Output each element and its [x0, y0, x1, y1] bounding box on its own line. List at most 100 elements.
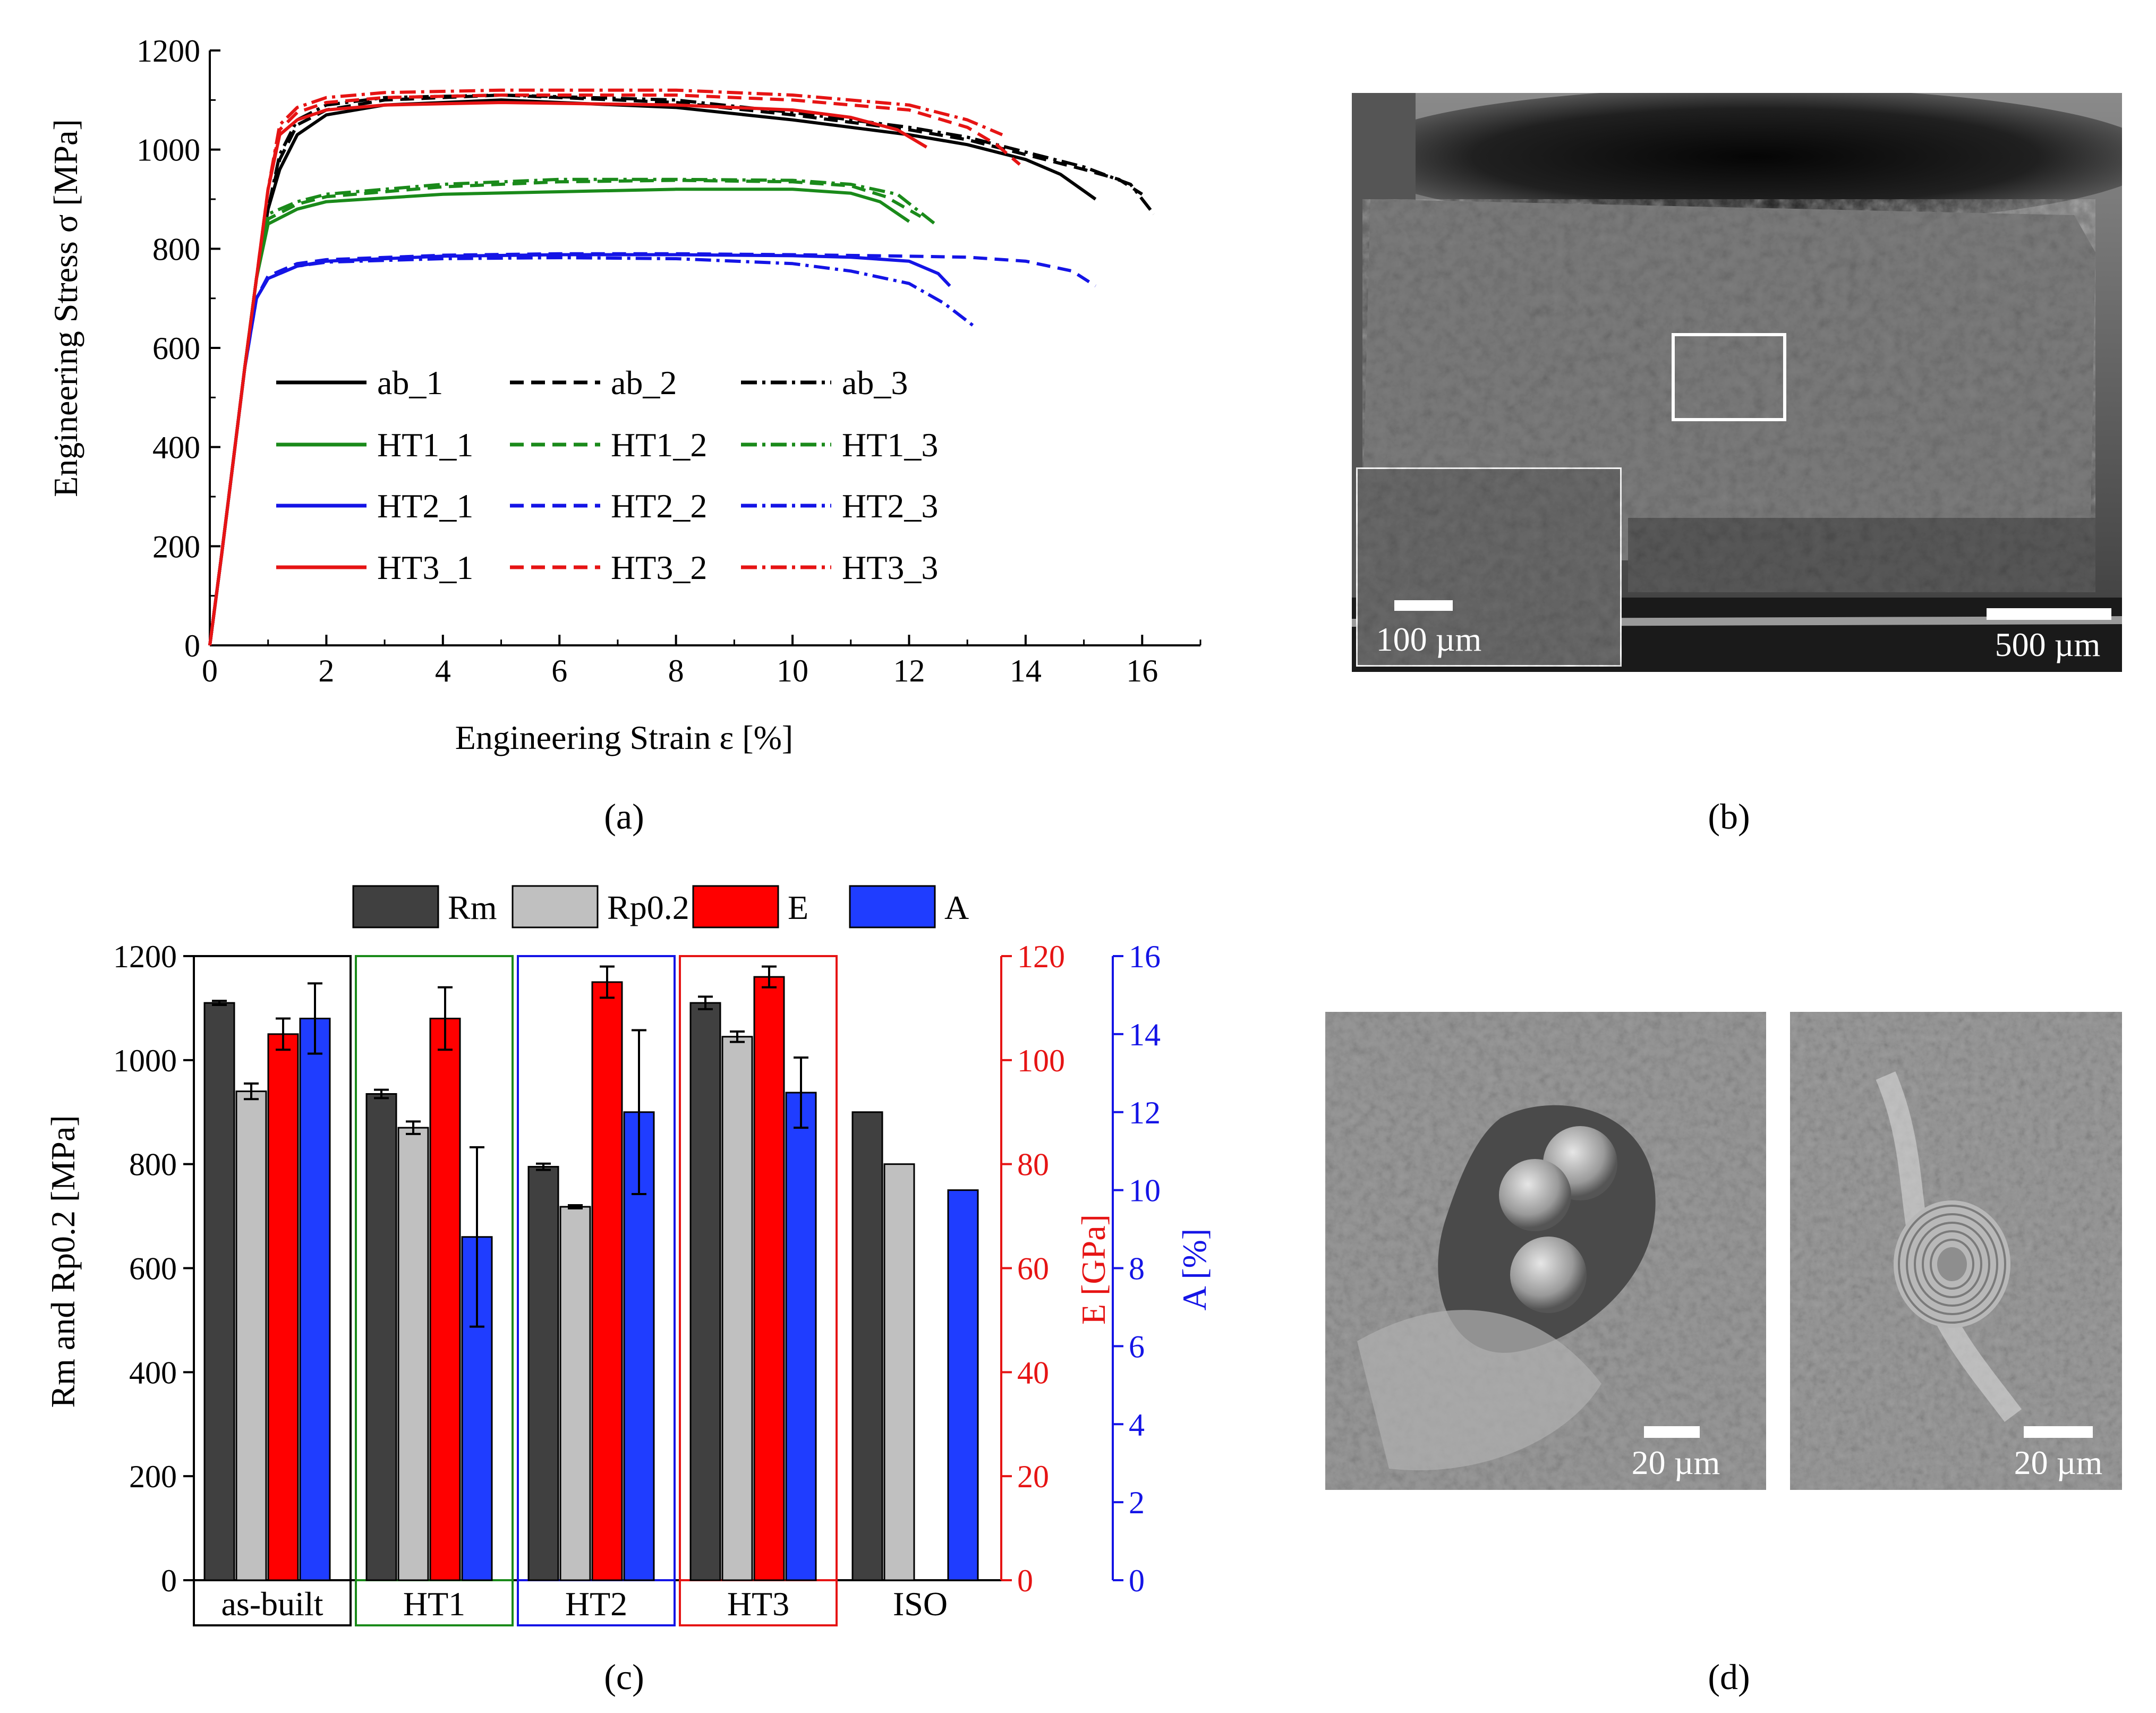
- panel-label-c: (c): [604, 1657, 644, 1697]
- chart-a-ytick-label: 1200: [137, 33, 200, 69]
- legend-a-label-ab-3: ab_3: [842, 364, 908, 402]
- legend-a-label-ht1-1: HT1_1: [377, 426, 473, 464]
- legend-a-label-ab-1: ab_1: [377, 364, 443, 402]
- chart-a-line-ht1-3: [208, 177, 940, 646]
- chart-a-xtick-label: 0: [202, 653, 218, 688]
- chart-c-ytick-label-E: 20: [1017, 1459, 1049, 1494]
- chart-a-line-ht1-2: [208, 178, 922, 646]
- chart-c-ytick-label-A: 10: [1129, 1173, 1161, 1208]
- chart-c-bar-rp02-ht2: [559, 1206, 591, 1581]
- legend-a-label-ht1-3: HT1_3: [842, 426, 938, 464]
- chart-c-bar-rm-iso: [851, 1111, 883, 1581]
- chart-c-category-label: HT3: [727, 1585, 789, 1623]
- legend-c-swatch-a: [849, 885, 936, 928]
- chart-a-line-ht2-2: [208, 252, 1097, 646]
- panel-label-d: (d): [1708, 1657, 1750, 1697]
- chart-c-bar-e-ht3: [753, 976, 785, 1581]
- chart-c-ytick-label-A: 2: [1129, 1485, 1145, 1520]
- chart-a-axes: 0 200 400 600 800 1000 1200 0 2 4 6 8 10 12 14 16: [137, 33, 1201, 688]
- chart-c-ytick-label-E: 80: [1017, 1147, 1049, 1182]
- chart-c-ytick-label-left: 400: [129, 1355, 177, 1390]
- chart-c-ytick-label-left: 200: [129, 1459, 177, 1494]
- chart-a-xtick-label: 4: [435, 653, 451, 688]
- chart-c-ytick-label-A: 4: [1129, 1407, 1145, 1442]
- chart-c-ylabel-left: Rm and Rp0.2 [MPa]: [44, 1115, 82, 1408]
- scale-bar-main: 500 µm: [1995, 626, 2101, 663]
- chart-c-ytick-label-left: 1000: [113, 1043, 177, 1078]
- chart-c-ytick-label-left: 1200: [113, 939, 177, 974]
- legend-a-label-ht3-3: HT3_3: [842, 549, 938, 586]
- scale-bar-d-right: 20 µm: [2014, 1444, 2103, 1481]
- chart-a-xtick-label: 16: [1126, 653, 1158, 688]
- chart-a-line-ht2-1: [208, 253, 951, 646]
- legend-c-label-rm: Rm: [448, 889, 497, 926]
- chart-c-ytick-label-A: 12: [1129, 1095, 1161, 1130]
- chart-a-ytick-label: 400: [152, 430, 200, 465]
- chart-a-xlabel: Engineering Strain ε [%]: [455, 719, 793, 756]
- chart-a-xtick-label: 8: [668, 653, 684, 688]
- chart-c-ytick-label-left: 600: [129, 1251, 177, 1286]
- scale-bar-inset: 100 µm: [1376, 620, 1482, 658]
- chart-a-xtick-label: 6: [551, 653, 567, 688]
- chart-c-bar-a-iso: [947, 1189, 979, 1581]
- chart-c-ytick-label-E: 0: [1017, 1563, 1033, 1598]
- sem-image-fracture-surface: 500 µm 100 µm: [1352, 93, 2122, 672]
- chart-c-bar-a-ht3: [785, 1092, 817, 1581]
- scale-bar-d-left: 20 µm: [1632, 1444, 1720, 1481]
- chart-c-bar-rm-ht3: [689, 1002, 721, 1581]
- chart-a-ytick-label: 600: [152, 331, 200, 366]
- chart-a-xtick-label: 2: [318, 653, 334, 688]
- chart-c-ytick-label-A: 8: [1129, 1251, 1145, 1286]
- legend-a-label-ht2-3: HT2_3: [842, 487, 938, 525]
- chart-c-bar-rm-as-built: [203, 1002, 235, 1581]
- chart-a-line-ht3-3: [208, 88, 1003, 646]
- legend-c-swatch-rp02: [512, 885, 599, 928]
- chart-c-ylabel-E: E [GPa]: [1075, 1214, 1112, 1325]
- legend-a-label-ht3-2: HT3_2: [611, 549, 707, 586]
- chart-c-category-label: HT2: [565, 1585, 627, 1623]
- sem-image-spherical-pore: 20 µm: [1790, 1012, 2122, 1490]
- legend-c-swatch-rm: [352, 885, 439, 928]
- chart-c-ytick-label-A: 6: [1129, 1329, 1145, 1364]
- legend-a-label-ht2-1: HT2_1: [377, 487, 473, 525]
- panel-label-a: (a): [604, 796, 644, 837]
- legend-c-label-rp02: Rp0.2: [607, 889, 689, 926]
- chart-c: Rm and Rp0.2 [MPa] E [GPa] A [%] 0200400…: [44, 885, 1213, 1626]
- legend-a-label-ht3-1: HT3_1: [377, 549, 473, 586]
- chart-c-ytick-label-E: 120: [1017, 939, 1065, 974]
- chart-c-bar-e-ht2: [591, 981, 623, 1581]
- chart-c-ytick-label-left: 800: [129, 1147, 177, 1182]
- chart-a-ylabel: Engineering Stress σ [MPa]: [47, 119, 84, 497]
- chart-c-bar-rm-ht1: [365, 1093, 397, 1581]
- chart-a-legend: ab_1 ab_2 ab_3 HT1_1 HT1_2 HT1_3 HT2_1 HT2_2 HT2…: [276, 364, 938, 586]
- chart-c-ylabel-A: A [%]: [1175, 1229, 1213, 1311]
- chart-a-series: [208, 88, 1155, 646]
- legend-a-label-ht2-2: HT2_2: [611, 487, 707, 525]
- chart-c-bar-rm-ht2: [527, 1166, 559, 1581]
- chart-c-bar-rp02-ht1: [397, 1127, 429, 1581]
- chart-c-category-label: HT1: [403, 1585, 465, 1623]
- chart-c-bar-e-ht1: [429, 1018, 461, 1581]
- chart-a-ytick-label: 200: [152, 529, 200, 564]
- chart-c-ytick-label-E: 40: [1017, 1355, 1049, 1390]
- legend-c-label-e: E: [788, 889, 808, 926]
- chart-c-bars: as-built HT1 HT2 HT3 ISO: [193, 955, 979, 1626]
- sem-image-pore-particles: 20 µm: [1325, 1012, 1766, 1490]
- chart-a-xtick-label: 14: [1010, 653, 1042, 688]
- chart-a-xtick-label: 10: [777, 653, 808, 688]
- chart-a: Engineering Stress σ [MPa] Engineering S…: [47, 33, 1201, 756]
- chart-a-line-ht3-2: [208, 93, 1021, 646]
- chart-c-ytick-label-E: 100: [1017, 1043, 1065, 1078]
- chart-a-ytick-label: 0: [184, 628, 200, 663]
- chart-c-bar-rp02-ht3: [721, 1036, 753, 1581]
- chart-c-bar-e-as-built: [267, 1033, 299, 1581]
- chart-c-category-label: as-built: [221, 1585, 323, 1623]
- legend-c-swatch-e: [692, 885, 779, 928]
- chart-c-bar-rp02-iso: [883, 1163, 915, 1581]
- chart-c-ytick-label-A: 0: [1129, 1563, 1145, 1598]
- chart-c-axes: 0200400600800100012000204060801001200246…: [113, 939, 1161, 1598]
- chart-c-bar-rp02-as-built: [235, 1090, 267, 1581]
- pore-rings: [1898, 1205, 2006, 1324]
- chart-c-category-label: ISO: [893, 1585, 948, 1623]
